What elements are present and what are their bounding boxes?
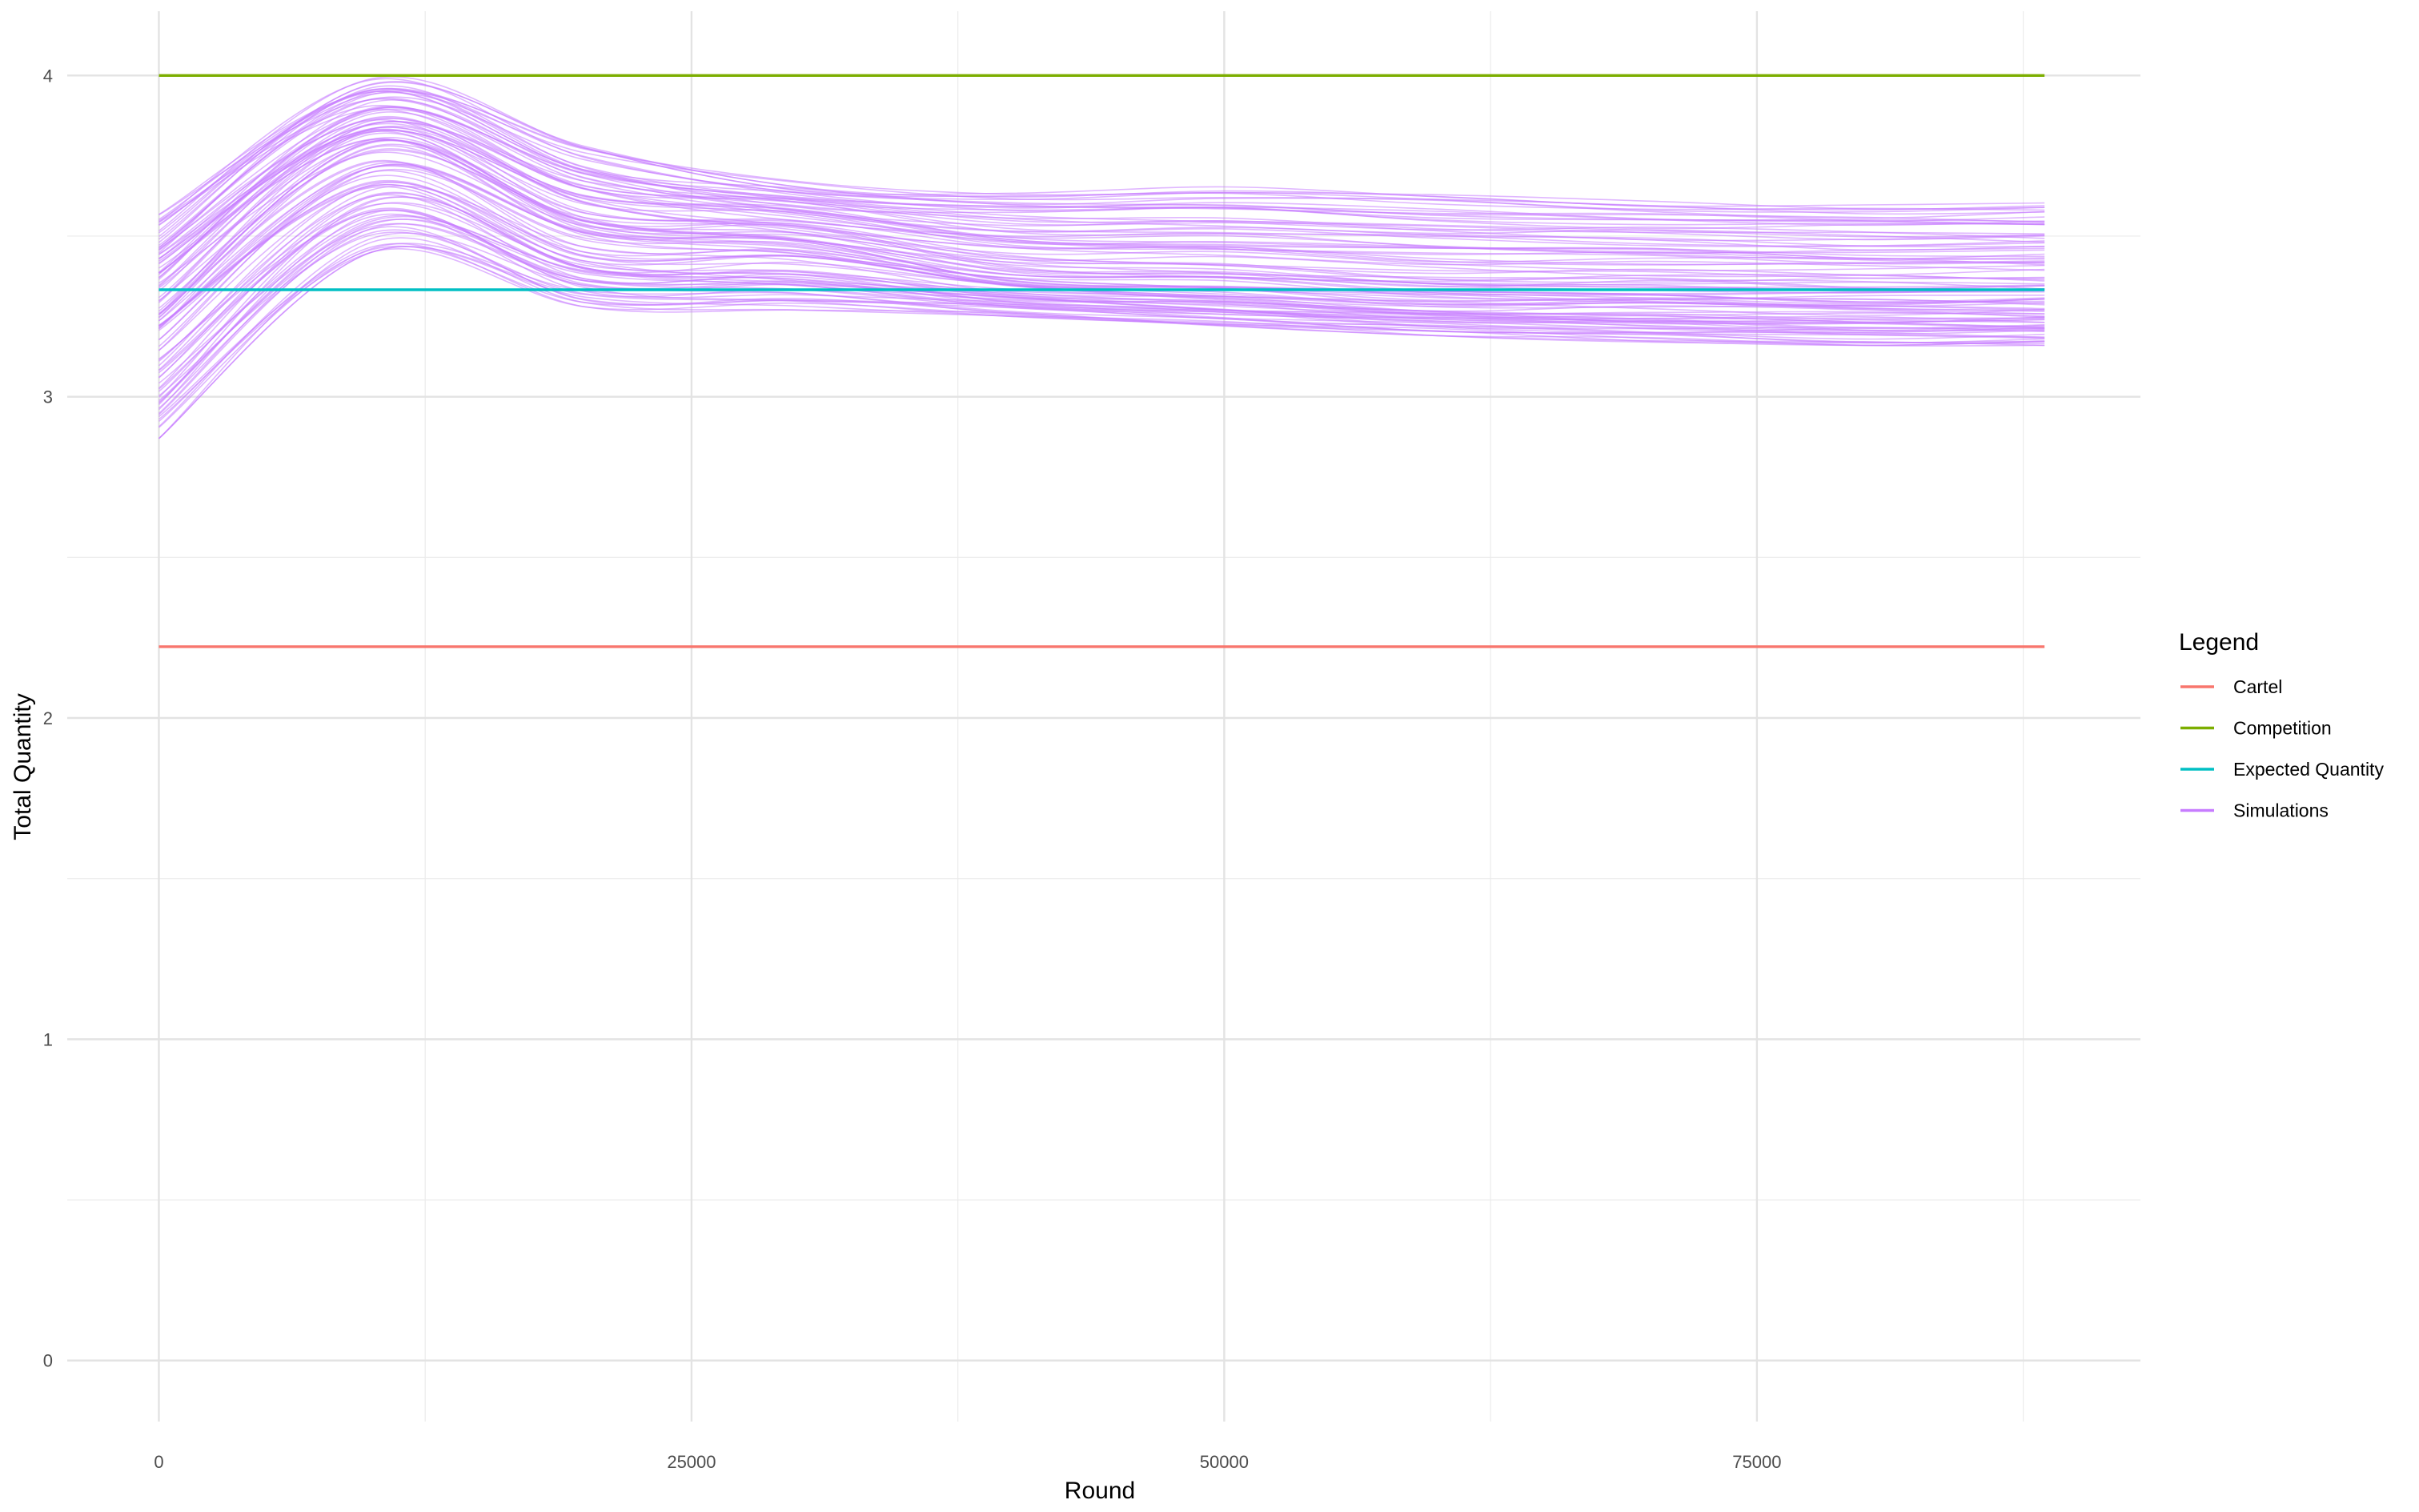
legend-label: Competition (2233, 718, 2332, 739)
simulation-line (158, 194, 2045, 362)
simulation-line (158, 128, 2045, 264)
x-tick-label: 50000 (1200, 1452, 1249, 1472)
simulation-line (158, 229, 2045, 409)
legend-item-cartel: Cartel (2180, 676, 2282, 697)
simulation-line (158, 215, 2045, 403)
simulation-line (158, 183, 2045, 351)
simulation-line (158, 87, 2045, 234)
simulation-line (158, 219, 2045, 415)
simulation-line (158, 232, 2045, 427)
simulation-line (158, 106, 2045, 251)
y-tick-label: 3 (43, 387, 53, 407)
legend-item-competition: Competition (2180, 718, 2332, 739)
simulation-line (158, 118, 2045, 292)
y-tick-label: 2 (43, 708, 53, 728)
simulation-line (158, 148, 2045, 309)
simulation-line (158, 125, 2045, 315)
x-tick-label: 75000 (1732, 1452, 1781, 1472)
y-tick-label: 1 (43, 1029, 53, 1049)
y-tick-label: 0 (43, 1351, 53, 1371)
simulation-line (158, 245, 2045, 418)
simulation-line (158, 203, 2045, 361)
simulation-line (158, 191, 2045, 379)
simulation-line (158, 219, 2045, 404)
reference-lines (158, 74, 2045, 648)
legend-item-expected-quantity: Expected Quantity (2180, 759, 2384, 780)
simulation-line (158, 182, 2045, 367)
x-tick-label: 0 (154, 1452, 163, 1472)
simulation-line (158, 81, 2045, 243)
simulation-line (158, 87, 2045, 220)
simulation-line (158, 91, 2045, 226)
simulation-line (158, 122, 2045, 260)
x-axis-title: Round (1065, 1478, 1135, 1504)
legend-item-simulations: Simulations (2180, 800, 2329, 821)
simulation-line (158, 165, 2045, 322)
simulation-line (158, 117, 2045, 250)
simulation-line (158, 243, 2045, 428)
simulation-line (158, 106, 2045, 279)
y-tick-label: 4 (43, 66, 53, 86)
simulation-line (158, 138, 2045, 281)
x-axis-tick-labels: 0 25000 50000 75000 (154, 1452, 1781, 1472)
legend-title: Legend (2179, 629, 2259, 656)
simulation-line (158, 105, 2045, 239)
legend-label: Simulations (2233, 800, 2329, 821)
y-axis-title: Total Quantity (10, 693, 36, 840)
simulation-line (158, 129, 2045, 271)
simulation-line (158, 121, 2045, 303)
legend: Legend Cartel Competition Expected Quantit… (2179, 629, 2384, 821)
simulation-line (158, 76, 2045, 231)
legend-label: Expected Quantity (2233, 759, 2384, 780)
simulation-line (158, 245, 2045, 439)
simulation-lines (158, 76, 2045, 439)
legend-label: Cartel (2233, 676, 2282, 697)
y-axis-tick-labels: 0 1 2 3 4 (43, 66, 53, 1370)
x-tick-label: 25000 (667, 1452, 716, 1472)
simulation-line (158, 88, 2045, 240)
